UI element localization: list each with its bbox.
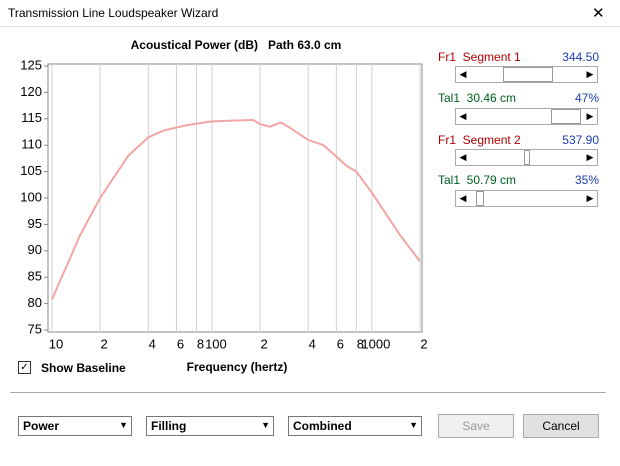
y-tick-label: 105 — [20, 163, 42, 178]
slider[interactable]: ◀ ▶ — [455, 66, 598, 83]
segment-value: 344.50 — [562, 50, 599, 64]
x-tick-label: 2 — [101, 336, 108, 351]
checkbox[interactable]: ✓ — [18, 361, 31, 374]
x-axis-label: Frequency (hertz) — [187, 360, 288, 374]
x-tick-label: 2 — [260, 336, 267, 351]
slider[interactable]: ◀ ▶ — [455, 190, 598, 207]
x-tick-label: 4 — [309, 336, 316, 351]
y-tick-label: 90 — [28, 242, 42, 257]
data-line — [51, 118, 421, 300]
dropdown[interactable]: Filling ▼ — [146, 416, 274, 436]
x-tick-label: 2 — [420, 336, 427, 351]
segment-label: Fr1 Segment 1 — [438, 50, 521, 64]
x-tick-label: 4 — [149, 336, 156, 351]
chart: Acoustical Power (dB) Path 63.0 cm Frequ… — [20, 38, 427, 374]
slider[interactable]: ◀ ▶ — [455, 149, 598, 166]
x-tick-label: 8 — [197, 336, 204, 351]
y-tick-label: 80 — [28, 295, 42, 310]
length-value: 47% — [574, 91, 599, 105]
x-tick-label: 6 — [177, 336, 184, 351]
separator — [10, 392, 606, 393]
slider[interactable]: ◀ ▶ — [455, 108, 598, 125]
checkbox-label[interactable]: Show Baseline — [41, 361, 126, 375]
segment-label: Fr1 Segment 2 — [438, 133, 521, 147]
cancel-button[interactable]: Cancel — [523, 414, 599, 438]
y-tick-label: 85 — [28, 269, 42, 284]
y-tick-label: 95 — [28, 216, 42, 231]
y-tick-label: 110 — [21, 137, 42, 152]
title-bar: Transmission Line Loudspeaker Wizard ✕ — [0, 0, 620, 27]
x-tick-label: 10 — [49, 336, 63, 351]
segment-value: 537.90 — [562, 133, 599, 147]
x-tick-label: 1000 — [361, 336, 390, 351]
chart-title: Acoustical Power (dB) Path 63.0 cm — [131, 38, 342, 52]
save-button[interactable]: Save — [438, 414, 514, 438]
window-title: Transmission Line Loudspeaker Wizard — [8, 6, 219, 20]
x-tick-label: 6 — [337, 336, 344, 351]
x-tick-label: 100 — [205, 336, 227, 351]
y-tick-label: 115 — [21, 110, 42, 125]
y-tick-label: 100 — [20, 189, 42, 204]
length-label: Tal1 50.79 cm — [438, 173, 517, 187]
length-value: 35% — [574, 173, 599, 187]
plot-area — [47, 63, 423, 333]
y-tick-label: 75 — [28, 321, 42, 336]
length-label: Tal1 30.46 cm — [438, 91, 517, 105]
y-tick-label: 120 — [20, 84, 42, 99]
x-tick-label: 8 — [357, 336, 364, 351]
y-tick-label: 125 — [20, 57, 42, 72]
dropdown[interactable]: Combined ▼ — [288, 416, 422, 436]
dropdown[interactable]: Power ▼ — [18, 416, 132, 436]
close-button[interactable]: ✕ — [592, 5, 605, 22]
